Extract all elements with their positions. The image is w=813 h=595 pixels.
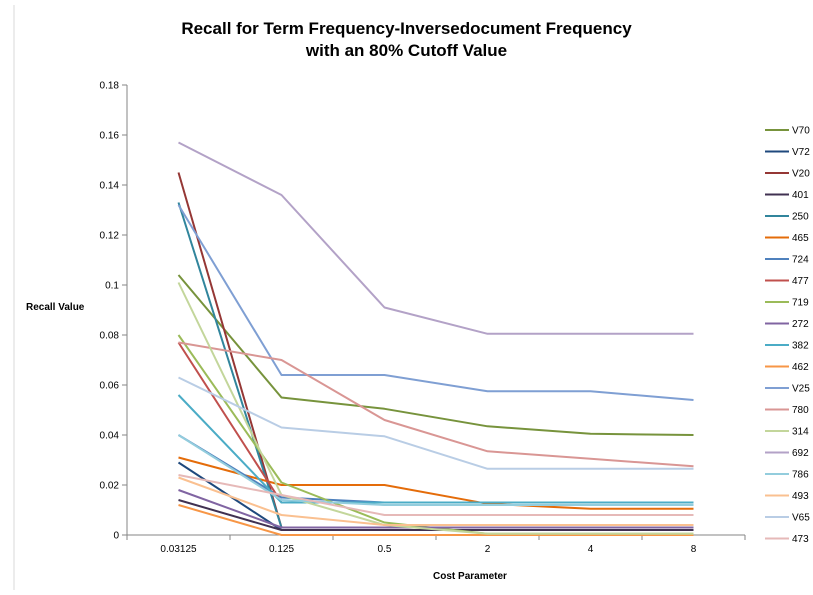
series-line-v70 (177, 274, 694, 436)
series-line-462 (178, 504, 694, 536)
legend-label-493: 493 (792, 491, 809, 502)
series-line-692 (178, 141, 694, 335)
legend-label-692: 692 (792, 448, 809, 459)
x-tick-label: 4 (588, 544, 594, 555)
y-tick-label: 0.06 (100, 381, 120, 392)
series-line-v65 (178, 376, 694, 470)
y-tick-label: 0.18 (100, 81, 120, 92)
legend-label-v70: V70 (792, 126, 810, 137)
legend-label-250: 250 (792, 212, 809, 223)
series-line-465 (178, 456, 694, 510)
legend-label-786: 786 (792, 470, 809, 481)
y-tick-label: 0.02 (100, 481, 120, 492)
legend-label-719: 719 (792, 298, 809, 309)
legend-label-314: 314 (792, 427, 809, 438)
legend-label-382: 382 (792, 341, 809, 352)
legend-label-v72: V72 (792, 147, 810, 158)
series-line-786 (177, 434, 694, 506)
legend-label-465: 465 (792, 233, 809, 244)
series-line-v25 (177, 204, 694, 401)
x-tick-label: 0.125 (269, 544, 294, 555)
legend-label-v65: V65 (792, 513, 810, 524)
y-tick-label: 0.04 (100, 431, 120, 442)
legend-label-473: 473 (792, 534, 809, 545)
legend-label-780: 780 (792, 405, 809, 416)
series-line-382 (177, 394, 694, 504)
series-line-780 (178, 341, 694, 468)
series-line-272 (178, 489, 694, 529)
legend-label-v25: V25 (792, 384, 810, 395)
x-tick-label: 0.03125 (160, 544, 197, 555)
series-line-473 (178, 474, 694, 516)
y-axis-label: Recall Value (26, 302, 85, 313)
legend-label-724: 724 (792, 255, 809, 266)
legend-label-401: 401 (792, 190, 809, 201)
series-line-493 (178, 476, 694, 526)
legend-label-462: 462 (792, 362, 809, 373)
y-tick-label: 0.1 (105, 281, 119, 292)
chart-title-line-2: with an 80% Cutoff Value (305, 41, 508, 60)
y-tick-label: 0.08 (100, 331, 120, 342)
x-axis-label: Cost Parameter (433, 571, 507, 582)
series-line-314 (177, 282, 694, 535)
series-line-v72 (177, 461, 694, 531)
y-tick-label: 0.14 (100, 181, 120, 192)
legend-label-477: 477 (792, 276, 809, 287)
y-tick-label: 0 (113, 531, 119, 542)
x-tick-label: 0.5 (378, 544, 392, 555)
legend-label-v20: V20 (792, 169, 810, 180)
x-tick-label: 8 (691, 544, 697, 555)
chart-title-line-1: Recall for Term Frequency-Inversedocumen… (181, 19, 632, 38)
y-tick-label: 0.12 (100, 231, 120, 242)
legend-label-272: 272 (792, 319, 809, 330)
y-tick-label: 0.16 (100, 131, 120, 142)
x-tick-label: 2 (485, 544, 491, 555)
